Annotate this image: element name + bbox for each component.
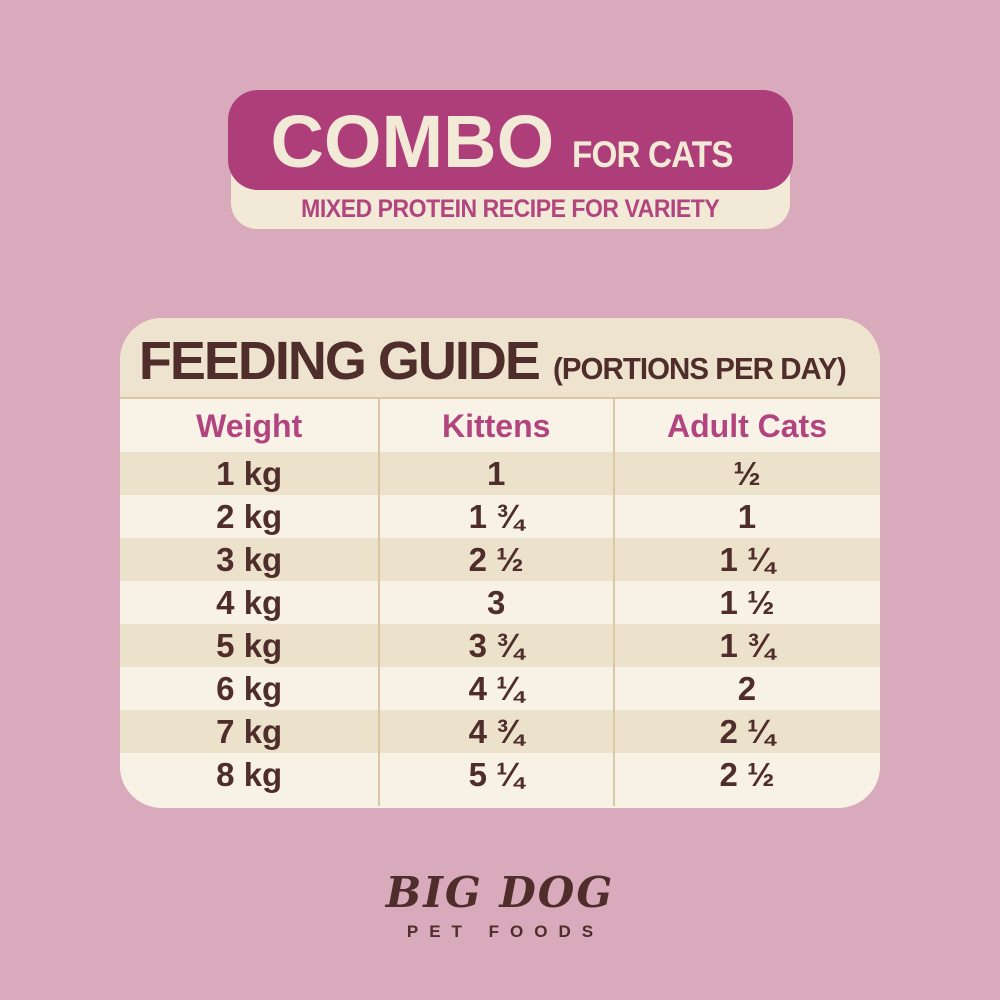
kittens-cell: 1: [487, 455, 506, 492]
table-row: 4 kg 3 1 ½: [120, 581, 880, 624]
weight-cell: 1 kg: [216, 455, 283, 492]
product-subtitle: FOR CATS: [572, 134, 733, 175]
kittens-cell: 2 ½: [468, 541, 524, 578]
header-kittens: Kittens: [441, 407, 551, 444]
table-header-row: Weight Kittens Adult Cats: [120, 399, 880, 452]
table-row: 3 kg 2 ½ 1 ¼: [120, 538, 880, 581]
adult-cats-cell: 2 ¼: [719, 713, 775, 750]
feeding-guide-title-bar: FEEDING GUIDE (PORTIONS PER DAY): [120, 318, 880, 397]
table-row: 1 kg 1 ½: [120, 452, 880, 495]
table-row: 6 kg 4 ¼ 2: [120, 667, 880, 710]
kittens-cell: 4 ¼: [468, 670, 524, 707]
table-row: 2 kg 1 ¾ 1: [120, 495, 880, 538]
header-adult-cats: Adult Cats: [666, 407, 827, 444]
adult-cats-cell: 1 ¼: [719, 541, 775, 578]
brand-logo: BIG DOG PET FOODS: [0, 868, 1000, 941]
kittens-cell: 5 ¼: [468, 756, 524, 793]
kittens-cell: 1 ¾: [468, 498, 524, 535]
kittens-cell: 3: [487, 584, 506, 621]
table-row: 8 kg 5 ¼ 2 ½: [120, 753, 880, 796]
kittens-cell: 4 ¾: [468, 713, 524, 750]
adult-cats-cell: 2 ½: [719, 756, 775, 793]
weight-cell: 3 kg: [216, 541, 283, 578]
column-divider-2: [613, 399, 616, 806]
weight-cell: 6 kg: [216, 670, 283, 707]
adult-cats-cell: 1 ¾: [719, 627, 775, 664]
column-divider-1: [378, 399, 381, 806]
weight-cell: 5 kg: [216, 627, 283, 664]
brand-subtitle: PET FOODS: [406, 922, 605, 941]
adult-cats-cell: 1 ½: [719, 584, 775, 621]
adult-cats-cell: ½: [733, 455, 761, 492]
weight-cell: 2 kg: [216, 498, 283, 535]
header-weight: Weight: [196, 407, 303, 444]
product-banner: COMBO FOR CATS: [228, 90, 793, 190]
table-row: 7 kg 4 ¾ 2 ¼: [120, 710, 880, 753]
kittens-cell: 3 ¾: [468, 627, 524, 664]
adult-cats-cell: 1: [737, 498, 757, 535]
table-row: 5 kg 3 ¾ 1 ¾: [120, 624, 880, 667]
weight-cell: 7 kg: [216, 713, 283, 750]
adult-cats-cell: 2: [737, 670, 757, 707]
feeding-table: Weight Kittens Adult Cats 1 kg 1 ½ 2 kg …: [120, 397, 880, 806]
weight-cell: 8 kg: [216, 756, 283, 793]
brand-name: BIG DOG: [385, 868, 615, 917]
feeding-guide-title: FEEDING GUIDE: [138, 331, 541, 391]
product-title: COMBO: [270, 100, 555, 183]
banner-tagline: MIXED PROTEIN RECIPE FOR VARIETY: [301, 195, 720, 223]
feeding-guide-card: FEEDING GUIDE (PORTIONS PER DAY) Weight …: [120, 318, 880, 808]
feeding-guide-title-suffix: (PORTIONS PER DAY): [552, 351, 847, 386]
weight-cell: 4 kg: [216, 584, 283, 621]
